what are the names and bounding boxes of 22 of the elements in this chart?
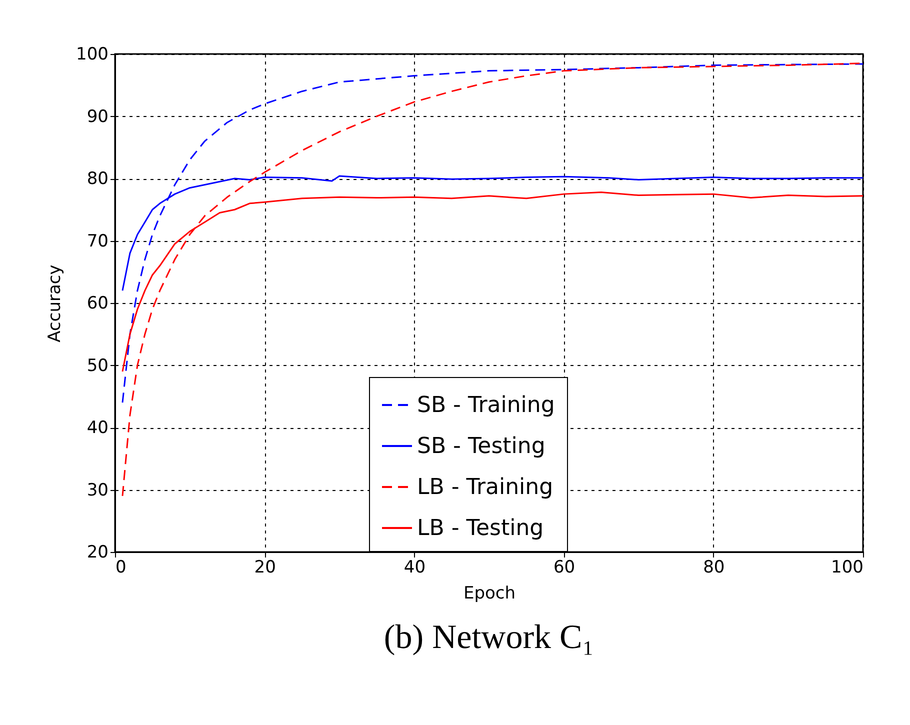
x-tick-label: 60 (553, 558, 576, 578)
y-tick-label: 80 (86, 169, 108, 189)
x-tick-label: 100 (831, 558, 864, 578)
x-tick-label: 80 (703, 558, 725, 578)
x-tick-label: 40 (404, 558, 426, 578)
legend-label: LB - Training (417, 475, 554, 500)
y-tick-label: 90 (86, 106, 108, 127)
y-axis-title: Accuracy (45, 264, 66, 342)
y-tick-label: 20 (86, 542, 108, 562)
x-tick-label: 20 (254, 558, 276, 578)
legend-label: LB - Testing (417, 516, 544, 541)
x-axis-title: Epoch (463, 584, 516, 604)
y-tick-label: 100 (76, 44, 108, 64)
legend-label: SB - Testing (417, 434, 546, 459)
y-tick-label: 40 (86, 418, 108, 438)
x-tick-label: 0 (116, 558, 126, 578)
y-tick-label: 70 (86, 231, 108, 252)
text: (b) Network C₁ (384, 619, 594, 656)
y-tick-label: 50 (86, 356, 108, 376)
y-tick-label: 30 (86, 480, 108, 500)
y-tick-label: 60 (86, 294, 108, 314)
legend-label: SB - Training (417, 393, 555, 418)
